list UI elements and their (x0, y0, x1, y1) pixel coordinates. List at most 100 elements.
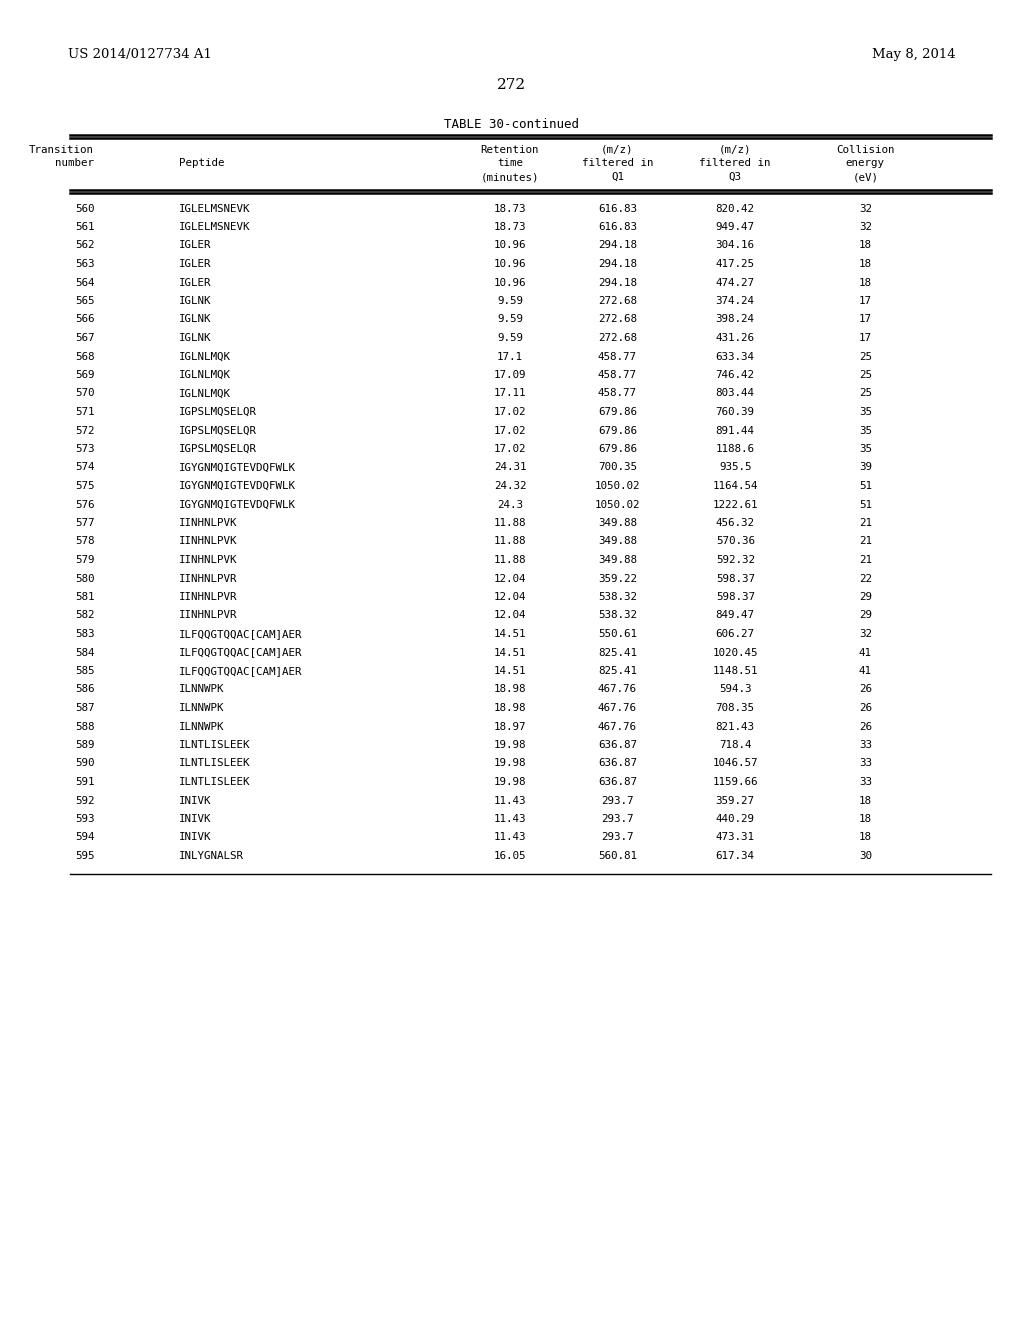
Text: 21: 21 (859, 536, 871, 546)
Text: 825.41: 825.41 (598, 667, 637, 676)
Text: 606.27: 606.27 (716, 630, 755, 639)
Text: IGYGNMQIGTEVDQFWLK: IGYGNMQIGTEVDQFWLK (179, 499, 296, 510)
Text: ILNNWPK: ILNNWPK (179, 722, 224, 731)
Text: 591: 591 (75, 777, 94, 787)
Text: 562: 562 (75, 240, 94, 251)
Text: 14.51: 14.51 (494, 630, 526, 639)
Text: 19.98: 19.98 (494, 777, 526, 787)
Text: 473.31: 473.31 (716, 833, 755, 842)
Text: IINHNLPVK: IINHNLPVK (179, 517, 238, 528)
Text: May 8, 2014: May 8, 2014 (872, 48, 956, 61)
Text: IGPSLMQSELQR: IGPSLMQSELQR (179, 407, 257, 417)
Text: 24.31: 24.31 (494, 462, 526, 473)
Text: 21: 21 (859, 517, 871, 528)
Text: IINHNLPVR: IINHNLPVR (179, 591, 238, 602)
Text: 18: 18 (859, 259, 871, 269)
Text: 594.3: 594.3 (719, 685, 752, 694)
Text: 19.98: 19.98 (494, 741, 526, 750)
Text: filtered in: filtered in (582, 158, 653, 169)
Text: 32: 32 (859, 203, 871, 214)
Text: ILNNWPK: ILNNWPK (179, 704, 224, 713)
Text: IINHNLPVK: IINHNLPVK (179, 554, 238, 565)
Text: 25: 25 (859, 370, 871, 380)
Text: 1159.66: 1159.66 (713, 777, 758, 787)
Text: 1050.02: 1050.02 (595, 480, 640, 491)
Text: 9.59: 9.59 (497, 333, 523, 343)
Text: 595: 595 (75, 851, 94, 861)
Text: energy: energy (846, 158, 885, 169)
Text: 636.87: 636.87 (598, 777, 637, 787)
Text: IGLER: IGLER (179, 259, 212, 269)
Text: 574: 574 (75, 462, 94, 473)
Text: (minutes): (minutes) (480, 172, 540, 182)
Text: 10.96: 10.96 (494, 277, 526, 288)
Text: 14.51: 14.51 (494, 667, 526, 676)
Text: 679.86: 679.86 (598, 444, 637, 454)
Text: 576: 576 (75, 499, 94, 510)
Text: 10.96: 10.96 (494, 259, 526, 269)
Text: 581: 581 (75, 591, 94, 602)
Text: 349.88: 349.88 (598, 517, 637, 528)
Text: ILFQQGTQQAC[CAM]AER: ILFQQGTQQAC[CAM]AER (179, 630, 303, 639)
Text: 25: 25 (859, 388, 871, 399)
Text: 949.47: 949.47 (716, 222, 755, 232)
Text: 18.73: 18.73 (494, 222, 526, 232)
Text: 14.51: 14.51 (494, 648, 526, 657)
Text: IINHNLPVR: IINHNLPVR (179, 610, 238, 620)
Text: IGLELMSNEVK: IGLELMSNEVK (179, 203, 251, 214)
Text: 18: 18 (859, 240, 871, 251)
Text: IGLNK: IGLNK (179, 296, 212, 306)
Text: 30: 30 (859, 851, 871, 861)
Text: 636.87: 636.87 (598, 741, 637, 750)
Text: 18: 18 (859, 277, 871, 288)
Text: 594: 594 (75, 833, 94, 842)
Text: 29: 29 (859, 591, 871, 602)
Text: 592: 592 (75, 796, 94, 805)
Text: 9.59: 9.59 (497, 296, 523, 306)
Text: 17.02: 17.02 (494, 407, 526, 417)
Text: 565: 565 (75, 296, 94, 306)
Text: Q3: Q3 (729, 172, 741, 182)
Text: 588: 588 (75, 722, 94, 731)
Text: ILNTLISLEEK: ILNTLISLEEK (179, 759, 251, 768)
Text: INLYGNALSR: INLYGNALSR (179, 851, 244, 861)
Text: 417.25: 417.25 (716, 259, 755, 269)
Text: 293.7: 293.7 (601, 796, 634, 805)
Text: ILNTLISLEEK: ILNTLISLEEK (179, 741, 251, 750)
Text: 17.11: 17.11 (494, 388, 526, 399)
Text: 293.7: 293.7 (601, 833, 634, 842)
Text: 35: 35 (859, 425, 871, 436)
Text: 679.86: 679.86 (598, 407, 637, 417)
Text: INIVK: INIVK (179, 814, 212, 824)
Text: 458.77: 458.77 (598, 351, 637, 362)
Text: 935.5: 935.5 (719, 462, 752, 473)
Text: US 2014/0127734 A1: US 2014/0127734 A1 (68, 48, 212, 61)
Text: IGYGNMQIGTEVDQFWLK: IGYGNMQIGTEVDQFWLK (179, 462, 296, 473)
Text: Retention: Retention (480, 145, 540, 154)
Text: 18.98: 18.98 (494, 685, 526, 694)
Text: 19.98: 19.98 (494, 759, 526, 768)
Text: 849.47: 849.47 (716, 610, 755, 620)
Text: IGYGNMQIGTEVDQFWLK: IGYGNMQIGTEVDQFWLK (179, 480, 296, 491)
Text: 572: 572 (75, 425, 94, 436)
Text: 24.3: 24.3 (497, 499, 523, 510)
Text: 26: 26 (859, 704, 871, 713)
Text: 598.37: 598.37 (716, 591, 755, 602)
Text: 561: 561 (75, 222, 94, 232)
Text: 33: 33 (859, 759, 871, 768)
Text: 458.77: 458.77 (598, 370, 637, 380)
Text: 359.27: 359.27 (716, 796, 755, 805)
Text: 12.04: 12.04 (494, 610, 526, 620)
Text: 11.88: 11.88 (494, 554, 526, 565)
Text: 26: 26 (859, 722, 871, 731)
Text: 12.04: 12.04 (494, 573, 526, 583)
Text: 398.24: 398.24 (716, 314, 755, 325)
Text: 24.32: 24.32 (494, 480, 526, 491)
Text: 760.39: 760.39 (716, 407, 755, 417)
Text: 39: 39 (859, 462, 871, 473)
Text: Q1: Q1 (611, 172, 624, 182)
Text: IGLNLMQK: IGLNLMQK (179, 351, 231, 362)
Text: (m/z): (m/z) (601, 145, 634, 154)
Text: 51: 51 (859, 499, 871, 510)
Text: 636.87: 636.87 (598, 759, 637, 768)
